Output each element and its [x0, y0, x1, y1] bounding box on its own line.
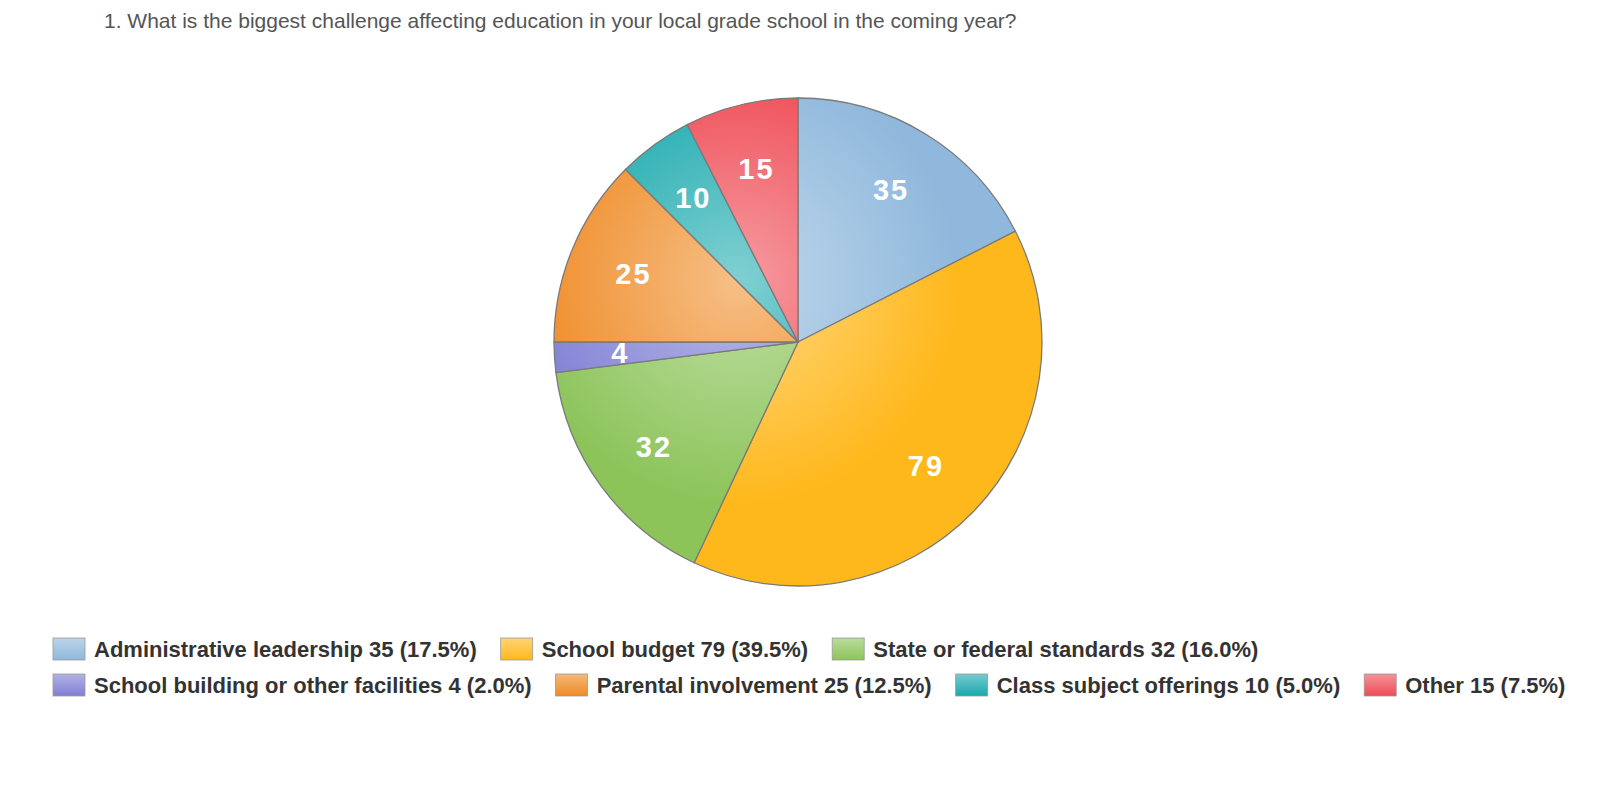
- legend-swatch: [1364, 674, 1396, 696]
- legend-item: School budget 79 (39.5%): [501, 637, 809, 662]
- legend: Administrative leadership 35 (17.5%) Scho…: [53, 637, 1565, 698]
- legend-swatch: [956, 674, 988, 696]
- legend-swatch: [53, 638, 85, 660]
- chart-title: 1. What is the biggest challenge affecti…: [104, 9, 1017, 32]
- data-label: 4: [611, 337, 629, 369]
- legend-label: School building or other facilities 4 (2…: [94, 673, 532, 698]
- legend-item: Other 15 (7.5%): [1364, 673, 1565, 698]
- legend-label: School budget 79 (39.5%): [542, 637, 809, 662]
- chart: 1. What is the biggest challenge affecti…: [0, 0, 1600, 800]
- legend-item: Parental involvement 25 (12.5%): [556, 673, 932, 698]
- legend-label: Parental involvement 25 (12.5%): [597, 673, 932, 698]
- legend-item: State or federal standards 32 (16.0%): [832, 637, 1258, 662]
- data-label: 35: [873, 174, 909, 206]
- data-label: 79: [908, 450, 944, 482]
- legend-item: Class subject offerings 10 (5.0%): [956, 673, 1341, 698]
- legend-swatch: [53, 674, 85, 696]
- pie-slice: [556, 342, 798, 563]
- pie-slice: [554, 342, 798, 373]
- legend-label: Administrative leadership 35 (17.5%): [94, 637, 477, 662]
- legend-item: Administrative leadership 35 (17.5%): [53, 637, 477, 662]
- slices: [554, 98, 1042, 586]
- legend-item: School building or other facilities 4 (2…: [53, 673, 532, 698]
- pie-slice: [687, 98, 798, 342]
- legend-label: Other 15 (7.5%): [1405, 673, 1565, 698]
- legend-swatch: [556, 674, 588, 696]
- legend-swatch: [832, 638, 864, 660]
- data-labels: 35 79 32 4 25 10 15: [611, 153, 944, 482]
- data-label: 25: [615, 258, 651, 290]
- data-label: 10: [675, 182, 711, 214]
- data-label: 32: [636, 431, 672, 463]
- legend-swatch: [501, 638, 533, 660]
- data-label: 15: [738, 153, 774, 185]
- legend-label: Class subject offerings 10 (5.0%): [997, 673, 1341, 698]
- legend-label: State or federal standards 32 (16.0%): [873, 637, 1258, 662]
